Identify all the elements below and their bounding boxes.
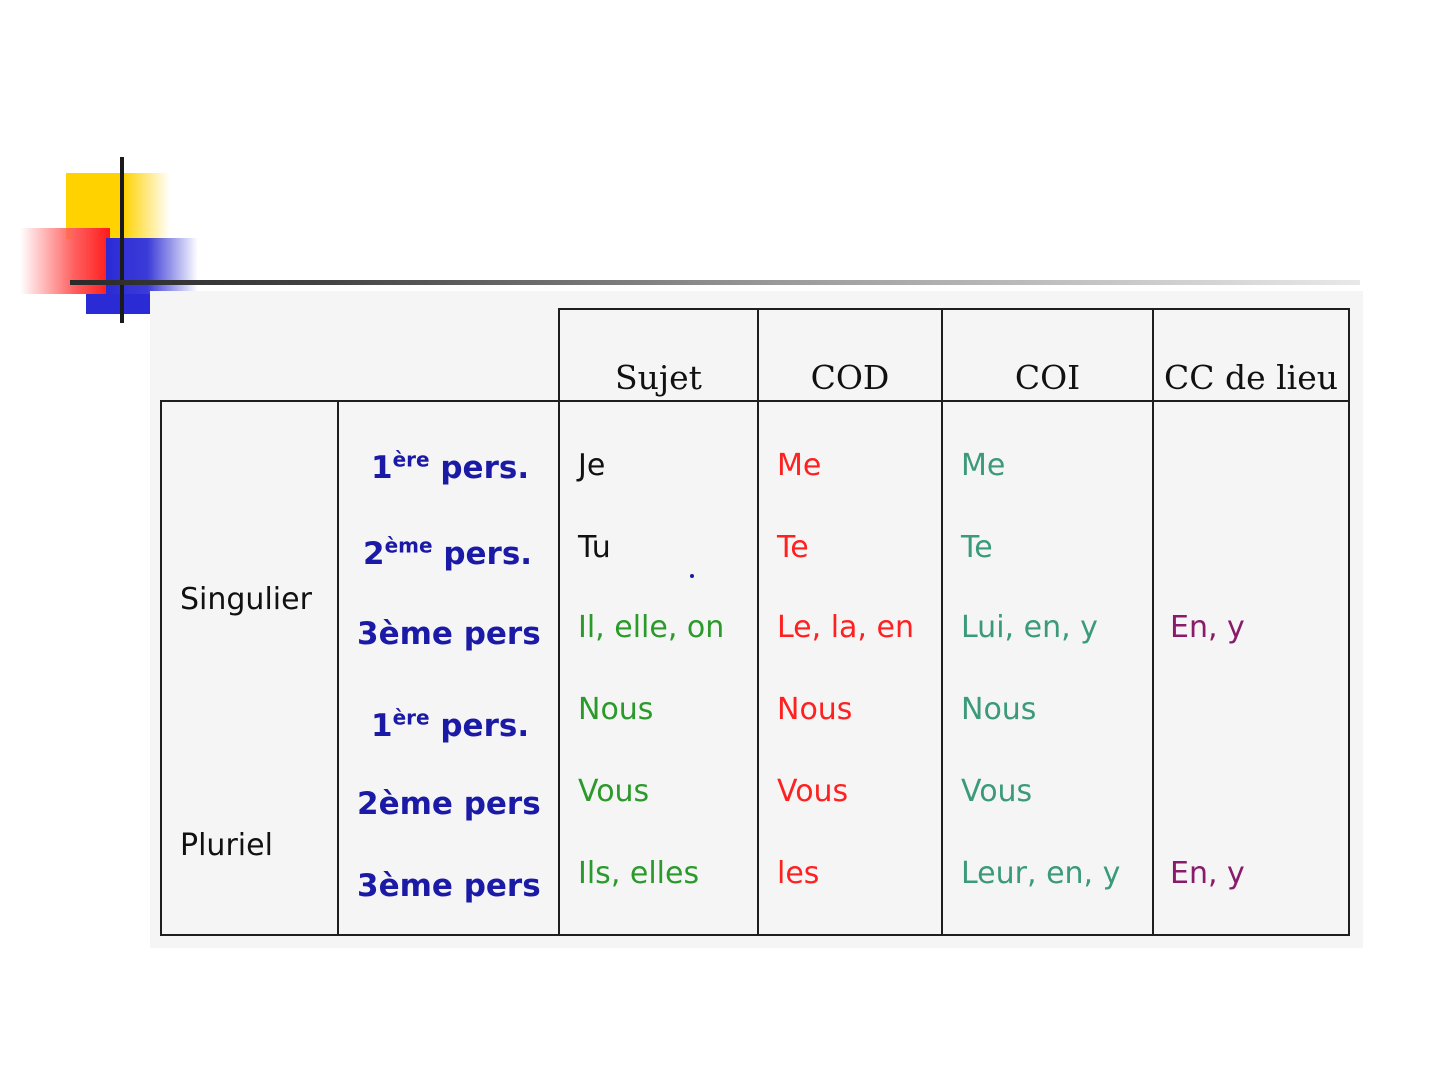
sujet-cell: Je — [578, 448, 606, 483]
sujet-cell: Il, elle, on — [578, 610, 725, 645]
header-sujet-label: Sujet — [615, 358, 702, 397]
cod-cell: les — [777, 856, 820, 891]
person-label: 2ème pers — [357, 786, 541, 822]
coi-cell: Leur, en, y — [961, 856, 1121, 891]
coi-cell: Me — [961, 448, 1006, 483]
person-label: 3ème pers — [357, 616, 541, 652]
cc-lieu-cell: En, y — [1170, 856, 1245, 891]
cc-lieu-column: En, y En, y — [1152, 400, 1350, 936]
pronoun-table: Sujet COD COI CC de lieu Singulier Pluri… — [160, 308, 1350, 936]
header-coi-label: COI — [1014, 358, 1081, 397]
sujet-cell: Nous — [578, 692, 654, 727]
body-row: Singulier Pluriel 1ère pers. 2ème pers. … — [160, 400, 1350, 936]
person-label: 1ère pers. — [371, 705, 530, 744]
ornament-vertical-line — [120, 157, 124, 323]
coi-cell: Te — [961, 530, 993, 565]
title-underline — [70, 280, 1360, 285]
ornament-blue-square-lower — [86, 294, 150, 314]
cod-cell: Vous — [777, 774, 849, 809]
header-row: Sujet COD COI CC de lieu — [161, 308, 1350, 402]
sujet-cell: Tu — [578, 530, 611, 565]
cod-cell: Nous — [777, 692, 853, 727]
person-label: 2ème pers. — [363, 533, 533, 572]
group-singulier: Singulier — [180, 582, 312, 617]
group-pluriel: Pluriel — [180, 828, 273, 863]
header-cc-lieu: CC de lieu — [1152, 308, 1350, 402]
coi-column: Me Te Lui, en, y Nous Vous Leur, en, y — [941, 400, 1154, 936]
header-cod-label: COD — [810, 358, 890, 397]
header-blank-1 — [161, 309, 338, 402]
header-cc-lieu-label: CC de lieu — [1163, 358, 1339, 397]
sujet-column: Je Tu Il, elle, on Nous Vous Ils, elles — [558, 400, 759, 936]
header-coi: COI — [941, 308, 1154, 402]
number-column: Singulier Pluriel — [160, 400, 339, 936]
coi-cell: Lui, en, y — [961, 610, 1098, 645]
person-label: 3ème pers — [357, 868, 541, 904]
cod-cell: Te — [777, 530, 809, 565]
header-sujet: Sujet — [558, 308, 759, 402]
sujet-cell: Vous — [578, 774, 650, 809]
cc-lieu-cell: En, y — [1170, 610, 1245, 645]
header-blank-2 — [338, 309, 560, 402]
cod-cell: Le, la, en — [777, 610, 914, 645]
person-column: 1ère pers. 2ème pers. 3ème pers 1ère per… — [337, 400, 560, 936]
stray-dot — [690, 574, 694, 578]
cod-column: Me Te Le, la, en Nous Vous les — [757, 400, 943, 936]
coi-cell: Nous — [961, 692, 1037, 727]
person-label: 1ère pers. — [371, 447, 530, 486]
sujet-cell: Ils, elles — [578, 856, 700, 891]
header-cod: COD — [757, 308, 943, 402]
coi-cell: Vous — [961, 774, 1033, 809]
cod-cell: Me — [777, 448, 822, 483]
